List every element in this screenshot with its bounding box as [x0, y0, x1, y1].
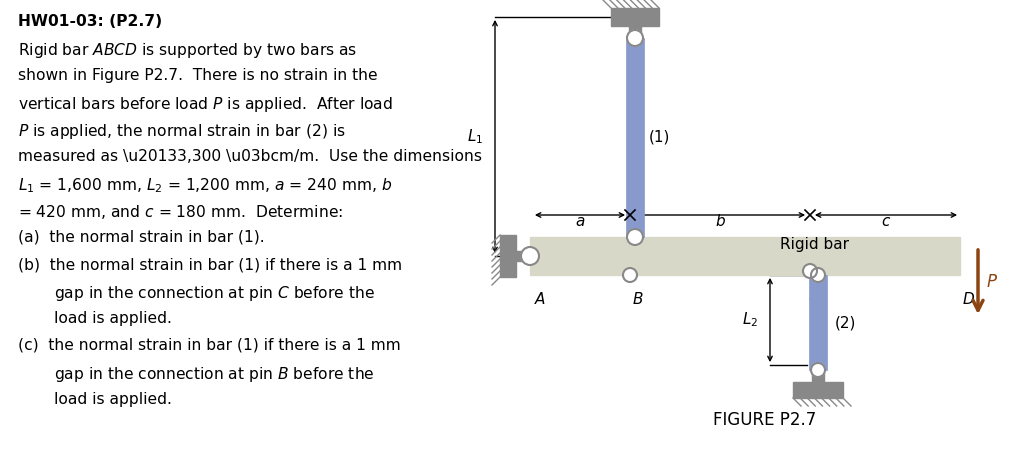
Text: (c)  the normal strain in bar (1) if there is a 1 mm: (c) the normal strain in bar (1) if ther… — [18, 338, 400, 353]
Bar — [793, 382, 843, 398]
Text: shown in Figure P2.7.  There is no strain in the: shown in Figure P2.7. There is no strain… — [18, 68, 378, 83]
Circle shape — [811, 363, 825, 377]
Text: $L_2$: $L_2$ — [741, 310, 758, 329]
Circle shape — [627, 229, 643, 245]
Text: $a$: $a$ — [574, 214, 585, 229]
Bar — [500, 235, 516, 277]
Bar — [626, 38, 644, 237]
Circle shape — [623, 268, 637, 282]
Bar — [812, 370, 824, 382]
Text: load is applied.: load is applied. — [54, 311, 172, 326]
Text: (1): (1) — [649, 130, 671, 145]
Bar — [809, 275, 827, 370]
Text: (a)  the normal strain in bar (1).: (a) the normal strain in bar (1). — [18, 230, 264, 245]
Text: $L_1$: $L_1$ — [467, 127, 483, 146]
Text: = 420 mm, and $c$ = 180 mm.  Determine:: = 420 mm, and $c$ = 180 mm. Determine: — [18, 203, 343, 221]
Bar — [530, 237, 961, 275]
Bar — [514, 251, 534, 261]
Circle shape — [811, 268, 825, 282]
Text: gap in the connection at pin $C$ before the: gap in the connection at pin $C$ before … — [54, 284, 375, 303]
Text: $D$: $D$ — [962, 291, 975, 307]
Text: (2): (2) — [835, 315, 856, 330]
Text: FIGURE P2.7: FIGURE P2.7 — [714, 411, 816, 429]
Circle shape — [803, 264, 817, 278]
Text: measured as \u20133,300 \u03bcm/m.  Use the dimensions: measured as \u20133,300 \u03bcm/m. Use t… — [18, 149, 482, 164]
Bar — [611, 8, 659, 26]
Text: load is applied.: load is applied. — [54, 392, 172, 407]
Text: $A$: $A$ — [534, 291, 546, 307]
Text: Rigid bar $\mathit{ABCD}$ is supported by two bars as: Rigid bar $\mathit{ABCD}$ is supported b… — [18, 41, 357, 60]
Text: $B$: $B$ — [632, 291, 643, 307]
Text: gap in the connection at pin $B$ before the: gap in the connection at pin $B$ before … — [54, 365, 375, 384]
Text: $b$: $b$ — [715, 213, 725, 229]
Circle shape — [627, 30, 643, 46]
Text: vertical bars before load $P$ is applied.  After load: vertical bars before load $P$ is applied… — [18, 95, 393, 114]
Text: HW01-03: (P2.7): HW01-03: (P2.7) — [18, 14, 162, 29]
Text: Rigid bar: Rigid bar — [780, 237, 850, 253]
Text: $L_1$ = 1,600 mm, $L_2$ = 1,200 mm, $a$ = 240 mm, $b$: $L_1$ = 1,600 mm, $L_2$ = 1,200 mm, $a$ … — [18, 176, 392, 195]
Text: $c$: $c$ — [881, 214, 891, 229]
Circle shape — [521, 247, 539, 265]
Text: $P$: $P$ — [986, 273, 998, 291]
Text: (b)  the normal strain in bar (1) if there is a 1 mm: (b) the normal strain in bar (1) if ther… — [18, 257, 402, 272]
Text: $P$ is applied, the normal strain in bar (2) is: $P$ is applied, the normal strain in bar… — [18, 122, 346, 141]
Text: $C$: $C$ — [808, 291, 820, 307]
Bar — [629, 26, 641, 38]
